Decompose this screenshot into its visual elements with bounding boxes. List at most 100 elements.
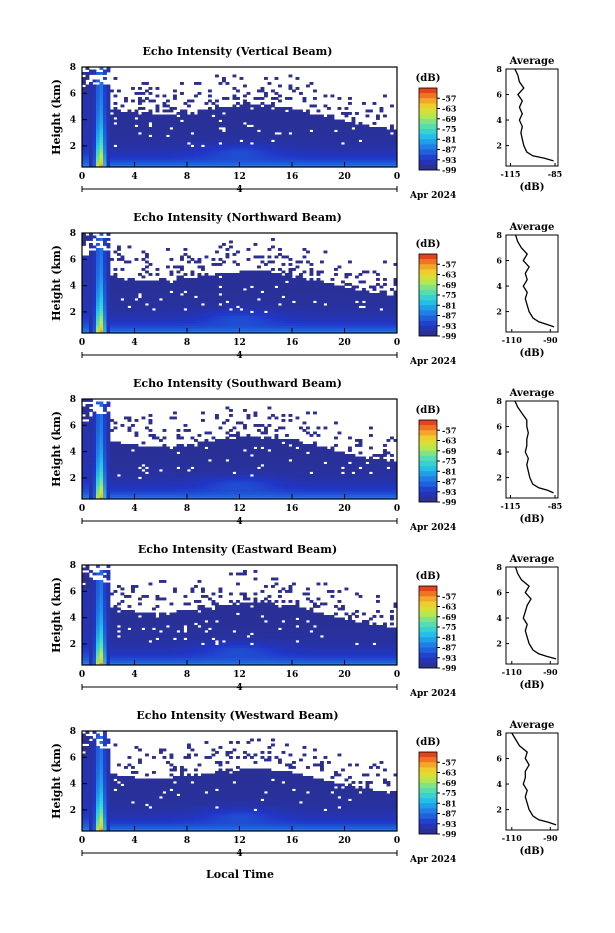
heatmap-cell bbox=[89, 293, 93, 296]
heatmap-cell bbox=[93, 311, 97, 314]
heatmap-cell bbox=[226, 306, 230, 309]
heatmap-cell bbox=[208, 162, 212, 165]
heatmap-cell bbox=[355, 145, 359, 148]
heatmap-cell bbox=[89, 437, 93, 440]
heatmap-cell bbox=[261, 318, 265, 321]
heatmap-cell bbox=[380, 135, 384, 138]
heatmap-cell bbox=[156, 308, 160, 311]
heatmap-cell bbox=[96, 256, 100, 259]
heatmap-cell bbox=[219, 278, 223, 281]
heatmap-cell bbox=[271, 152, 275, 155]
heatmap-cell bbox=[212, 296, 216, 299]
heatmap-cell bbox=[100, 419, 104, 422]
heatmap-cell bbox=[233, 288, 237, 291]
heatmap-cell bbox=[110, 303, 114, 306]
heatmap-cell bbox=[198, 298, 202, 301]
heatmap-cell bbox=[96, 72, 100, 75]
heatmap-cell bbox=[177, 162, 181, 165]
heatmap-cell bbox=[229, 112, 233, 115]
heatmap-cell bbox=[205, 160, 209, 163]
heatmap-cell bbox=[96, 429, 100, 432]
heatmap-cell bbox=[142, 155, 146, 158]
heatmap-cell bbox=[184, 135, 188, 138]
heatmap-cell bbox=[355, 316, 359, 319]
heatmap-cell bbox=[110, 150, 114, 153]
heatmap-cell bbox=[257, 157, 261, 160]
heatmap-cell bbox=[149, 127, 153, 130]
heatmap-cell bbox=[369, 140, 373, 143]
heatmap-cell bbox=[184, 110, 188, 113]
heatmap-cell bbox=[166, 130, 170, 133]
heatmap-cell bbox=[96, 87, 100, 90]
heatmap-cell bbox=[303, 256, 307, 259]
heatmap-cell bbox=[292, 135, 296, 138]
heatmap-cell bbox=[282, 283, 286, 286]
heatmap-cell bbox=[114, 444, 118, 447]
colorbar-swatch bbox=[419, 93, 437, 98]
heatmap-cell bbox=[324, 313, 328, 316]
heatmap-cell bbox=[128, 417, 132, 420]
heatmap-cell bbox=[327, 301, 331, 304]
heatmap-cell bbox=[257, 308, 261, 311]
heatmap-cell bbox=[254, 303, 258, 306]
heatmap-cell bbox=[320, 296, 324, 299]
heatmap-cell bbox=[117, 457, 121, 460]
heatmap-cell bbox=[96, 474, 100, 477]
heatmap-cell bbox=[240, 135, 244, 138]
heatmap-cell bbox=[110, 492, 114, 495]
heatmap-cell bbox=[390, 311, 394, 314]
heatmap-cell bbox=[282, 276, 286, 279]
heatmap-cell bbox=[117, 459, 121, 462]
heatmap-cell bbox=[107, 454, 111, 457]
heatmap-cell bbox=[114, 477, 118, 480]
heatmap-cell bbox=[135, 326, 139, 329]
heatmap-cell bbox=[345, 147, 349, 150]
heatmap-cell bbox=[191, 115, 195, 118]
heatmap-cell bbox=[345, 303, 349, 306]
heatmap-cell bbox=[327, 298, 331, 301]
heatmap-cell bbox=[131, 286, 135, 289]
heatmap-cell bbox=[107, 482, 111, 485]
heatmap-cell bbox=[324, 298, 328, 301]
heatmap-cell bbox=[103, 278, 107, 281]
heatmap-cell bbox=[240, 286, 244, 289]
heatmap-cell bbox=[187, 125, 191, 128]
heatmap-cell bbox=[306, 326, 310, 329]
heatmap-cell bbox=[376, 278, 380, 281]
heatmap-cell bbox=[292, 281, 296, 284]
heatmap-cell bbox=[121, 444, 125, 447]
heatmap-cell bbox=[247, 328, 251, 331]
heatmap-cell bbox=[306, 125, 310, 128]
heatmap-cell bbox=[114, 112, 118, 115]
heatmap-cell bbox=[100, 457, 104, 460]
heatmap-cell bbox=[348, 261, 352, 264]
heatmap-cell bbox=[86, 464, 90, 467]
heatmap-cell bbox=[191, 120, 195, 123]
profile-y-tick-label: 8 bbox=[496, 230, 502, 240]
heatmap-cell bbox=[289, 117, 293, 120]
heatmap-cell bbox=[233, 132, 237, 135]
heatmap-cell bbox=[380, 313, 384, 316]
heatmap-cell bbox=[240, 112, 244, 115]
heatmap-cell bbox=[236, 122, 240, 125]
heatmap-cell bbox=[100, 316, 104, 319]
heatmap-cell bbox=[93, 318, 97, 321]
heatmap-cell bbox=[373, 142, 377, 145]
heatmap-cell bbox=[131, 479, 135, 482]
heatmap-cell bbox=[93, 482, 97, 485]
heatmap-cell bbox=[243, 321, 247, 324]
heatmap-cell bbox=[96, 484, 100, 487]
heatmap-cell bbox=[215, 105, 219, 108]
heatmap-cell bbox=[86, 160, 90, 163]
heatmap-cell bbox=[352, 318, 356, 321]
heatmap-cell bbox=[89, 238, 93, 241]
heatmap-cell bbox=[170, 115, 174, 118]
heatmap-cell bbox=[114, 298, 118, 301]
heatmap-cell bbox=[124, 137, 128, 140]
heatmap-cell bbox=[103, 70, 107, 73]
heatmap-cell bbox=[135, 296, 139, 299]
heatmap-cell bbox=[264, 303, 268, 306]
x-tick-label: 4 bbox=[131, 338, 137, 348]
heatmap-cell bbox=[121, 105, 125, 108]
heatmap-cell bbox=[187, 326, 191, 329]
